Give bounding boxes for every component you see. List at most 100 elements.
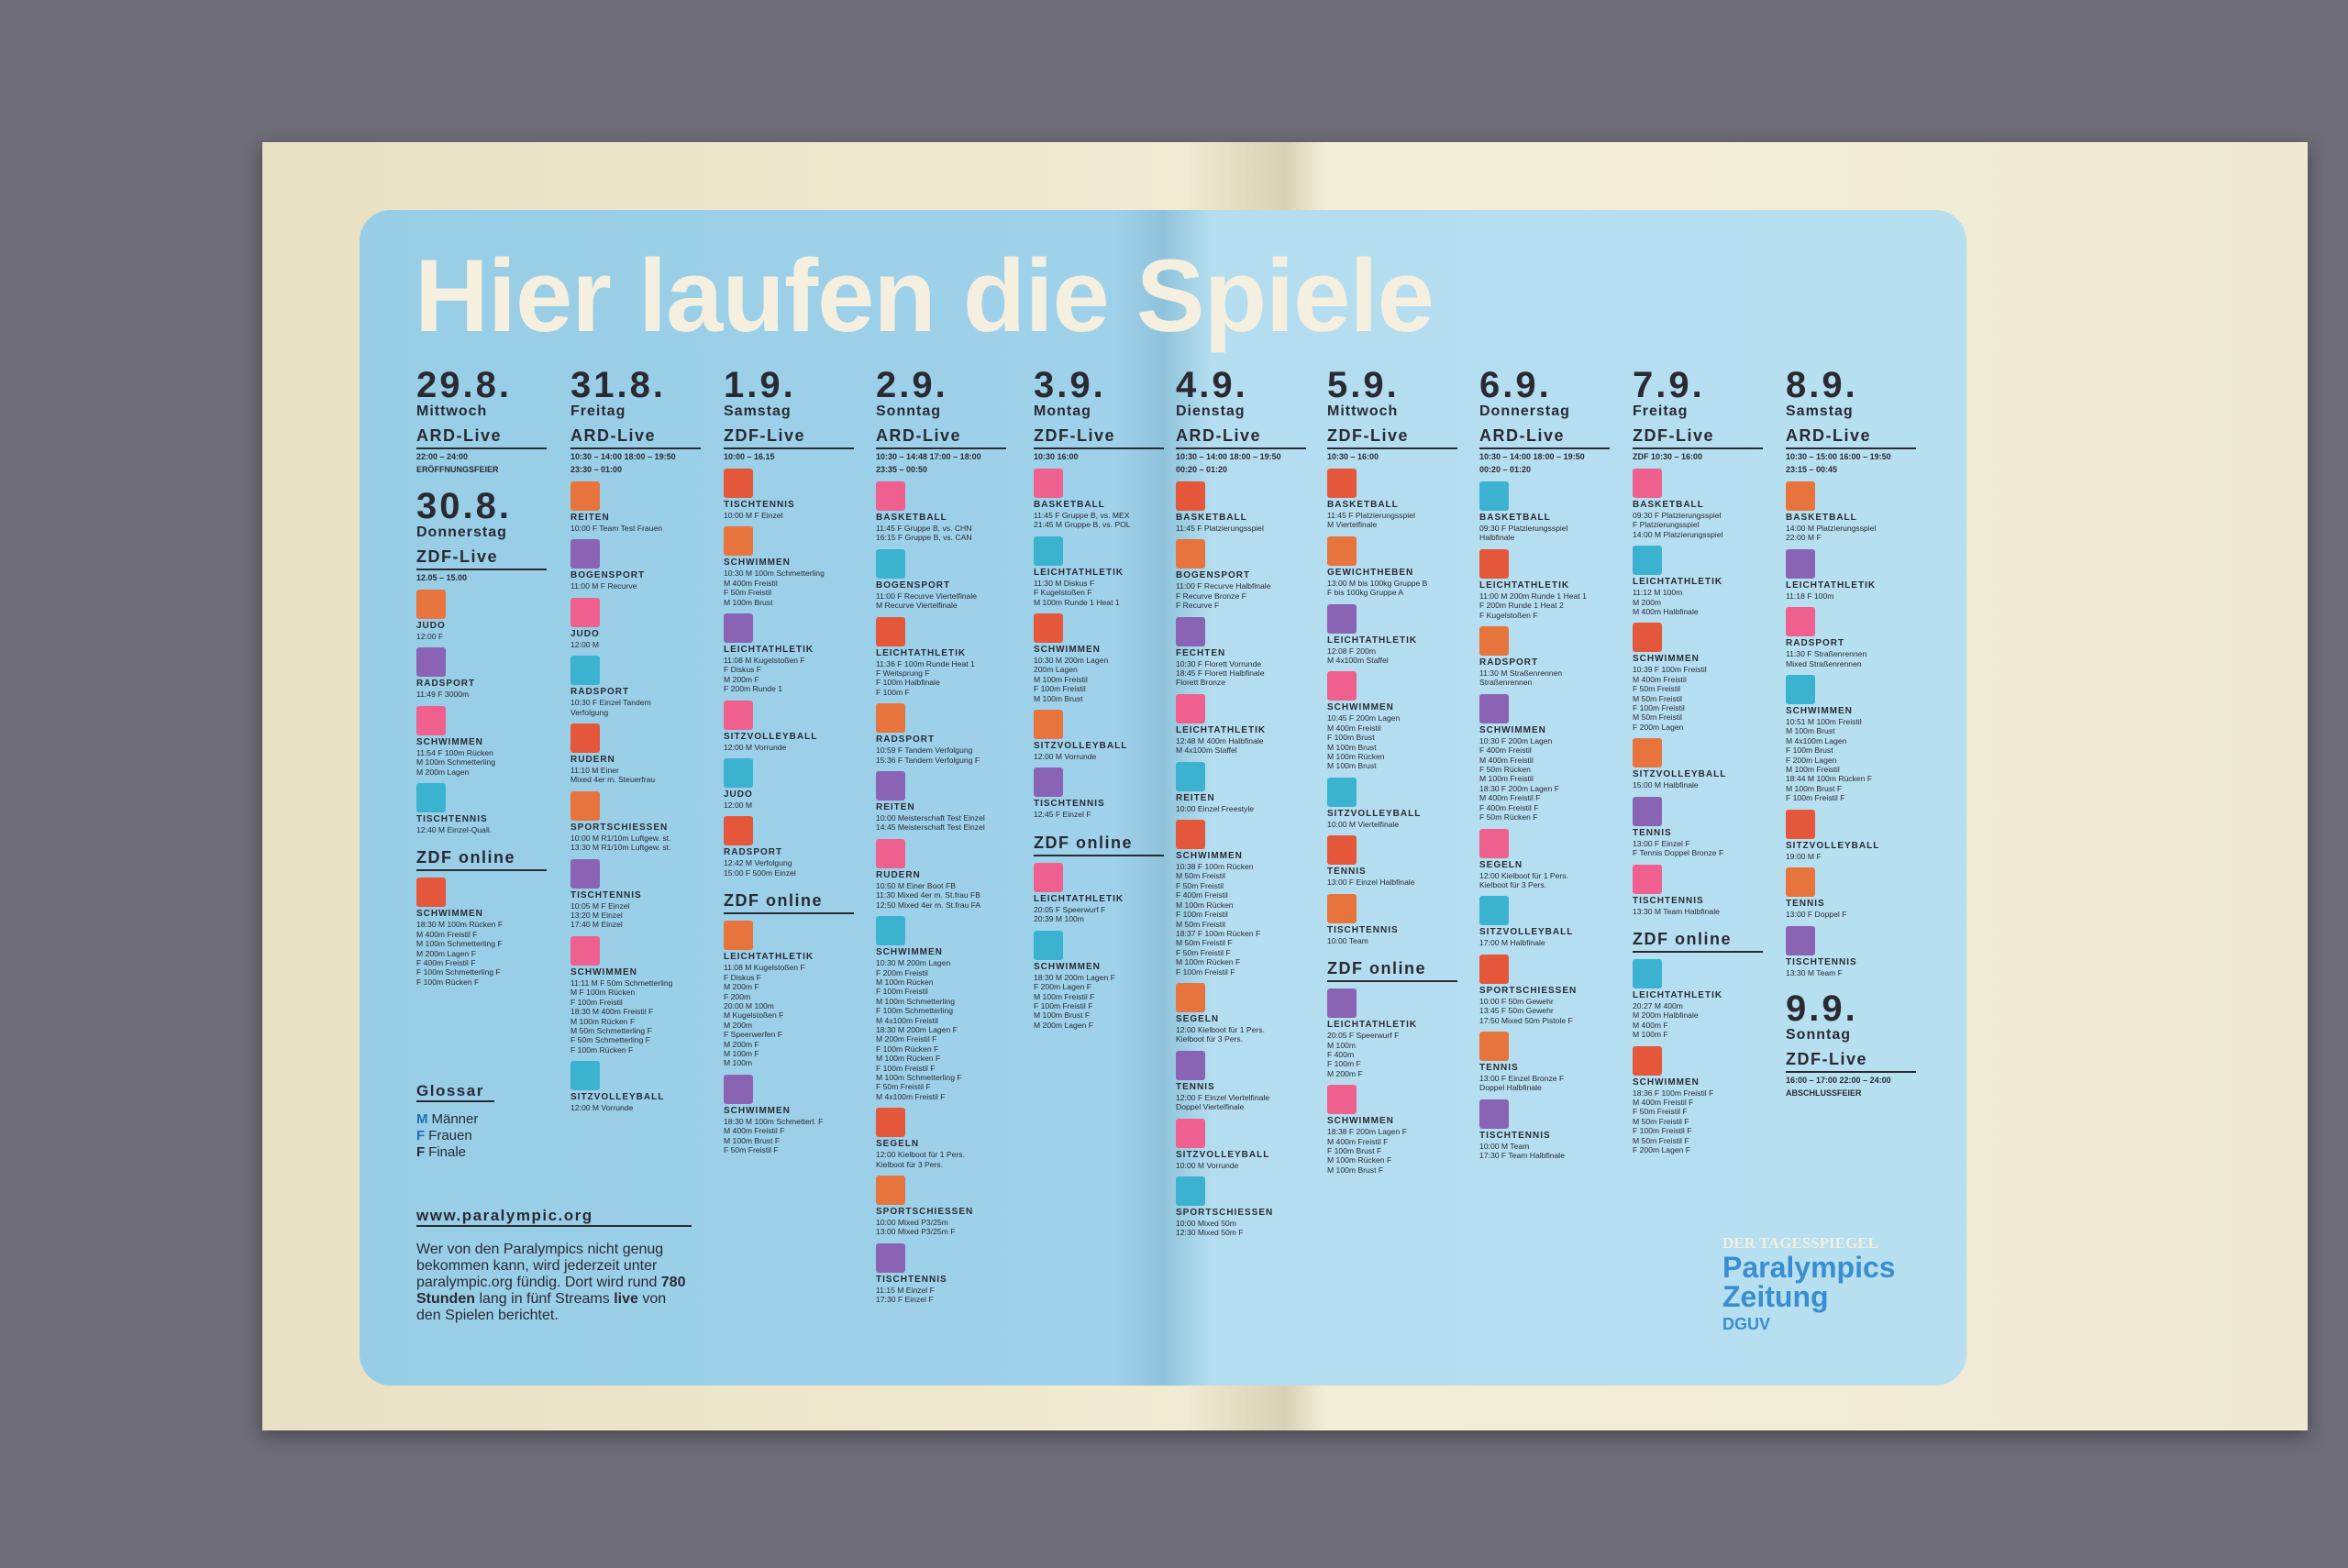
event-line: M 4x100m Freistil: [876, 1015, 938, 1025]
sport: TENNIS: [1327, 867, 1367, 878]
sport-icon: [416, 590, 446, 619]
sport-icon: [1327, 1085, 1357, 1115]
event-line: F 200m Lagen F: [1034, 982, 1092, 992]
event: SITZVOLLEYBALL 10:00 M Vorrunde: [1176, 1118, 1306, 1170]
sport: SCHWIMMEN: [1327, 702, 1394, 713]
sport: RADSPORT: [1479, 657, 1539, 668]
sport: LEICHTATHLETIK: [1479, 580, 1570, 591]
sport: LEICHTATHLETIK: [1633, 989, 1723, 1000]
event-line: 11:54 F 100m Rücken: [416, 747, 493, 757]
sport-icon: [570, 539, 600, 569]
event-line: 13:30 M Team Halbfinale: [1633, 906, 1720, 916]
day-group: 30.8. Donnerstag ZDF-Live 12.05 – 15.00 JUDO…: [416, 488, 547, 834]
event: SCHWIMMEN 10:30 F 200m Lagen F 400m Freist…: [1479, 693, 1610, 823]
event-line: F 50m Rücken F: [1479, 812, 1538, 823]
event: TENNIS 13:00 F Einzel Bronze F Doppel Halb…: [1479, 1031, 1610, 1093]
sport: SCHWIMMEN: [1176, 851, 1243, 862]
event-line: M 50m Schmetterling F: [570, 1025, 652, 1035]
sport: SITZVOLLEYBALL: [1034, 741, 1128, 752]
channel: ZDF online: [724, 890, 854, 915]
sport: TISCHTENNIS: [1034, 799, 1105, 810]
sport-icon: [1176, 1176, 1205, 1206]
sport: RUDERN: [570, 755, 615, 766]
event: RADSPORT 11:30 M Straßenrennen Straßenrenn…: [1479, 626, 1610, 688]
event-line: 11:30 M Diskus F: [1034, 578, 1095, 588]
event: TISCHTENNIS 10:00 M F Einzel: [724, 469, 854, 520]
event: LEICHTATHLETIK 20:05 F Speerwurf F 20:39 M…: [1034, 862, 1164, 924]
broadcast-time: 23:35 – 00:50: [876, 465, 928, 474]
event-line: 20:00 M 100m: [724, 1000, 774, 1010]
glossar-key: F: [416, 1128, 426, 1143]
sport: TISCHTENNIS: [1633, 895, 1704, 906]
sport: RUDERN: [876, 869, 921, 880]
event-line: 11:08 M Kugelstoßen F: [724, 963, 805, 973]
date: 8.9.: [1786, 365, 1858, 405]
sport-icon: [1034, 469, 1063, 498]
event-line: M 400m Freistil: [724, 578, 778, 588]
sport: SITZVOLLEYBALL: [570, 1092, 665, 1103]
glossar: Glossar M Männer F Frauen F Finale: [416, 1082, 494, 1161]
event-line: F 200m Lagen F: [1633, 1144, 1691, 1154]
sport: SITZVOLLEYBALL: [1176, 1149, 1270, 1160]
day-column: 7.9. Freitag ZDF-Live ZDF 10:30 – 16:00 BASK…: [1633, 367, 1763, 1167]
sport: JUDO: [416, 621, 446, 631]
event-line: M 100m Rücken: [1327, 752, 1385, 762]
event-line: Kielboot für 3 Pers.: [1176, 1034, 1244, 1044]
day-group: 1.9. Samstag ZDF-Live 10:00 – 16.15 TISCHTEN…: [724, 367, 854, 878]
event-line: 19:00 M F: [1786, 851, 1822, 861]
event-line: 11:15 M Einzel F: [876, 1285, 935, 1295]
event-line: F 100m F: [1327, 1059, 1361, 1069]
event-line: 20:39 M 100m: [1034, 914, 1084, 924]
day-group: 4.9. Dienstag ARD-Live 10:30 – 14:00 18:00 …: [1176, 367, 1306, 1238]
event-line: F 400m Freistil F: [416, 958, 476, 968]
event-line: 14:45 Meisterschaft Test Einzel: [876, 823, 985, 833]
event-line: M F 100m Rücken: [570, 988, 636, 998]
sport-icon: [1479, 896, 1509, 926]
event-line: Verfolgung: [570, 707, 609, 717]
event-line: 18:45 F Florett Halbfinale: [1176, 668, 1265, 679]
event-line: F 100m Brust: [1327, 733, 1375, 743]
event-line: M 100m: [724, 1058, 753, 1068]
event-line: F 100m Rücken F: [416, 977, 480, 987]
event-line: 13:00 F Einzel Halbfinale: [1327, 878, 1415, 888]
sport-icon: [570, 656, 600, 686]
sport-icon: [724, 700, 753, 730]
sport: TENNIS: [1176, 1081, 1215, 1092]
event: BASKETBALL 11:45 F Platzierungsspiel: [1176, 481, 1306, 533]
event-line: 10:38 F 100m Rücken: [1176, 862, 1254, 872]
sport-icon: [1786, 867, 1815, 898]
event-line: 13:20 M Einzel: [570, 911, 623, 921]
event-line: M 400m Freistil: [1327, 723, 1381, 733]
channel: ZDF online: [1633, 929, 1763, 953]
sport-icon: [1327, 988, 1357, 1019]
event-line: 12:00 Kielboot für 1 Pers.: [876, 1150, 965, 1160]
event-line: 21:45 M Gruppe B, vs. POL: [1034, 520, 1131, 530]
weekday: Freitag: [1633, 403, 1689, 419]
weekday: Freitag: [570, 403, 626, 419]
sport-icon: [570, 723, 600, 754]
event: BOGENSPORT 11:00 F Recurve Viertelfinale M…: [876, 548, 1006, 611]
event: RUDERN 10:50 M Einer Boot FB 11:30 Mixed 4…: [876, 838, 1006, 910]
date: 7.9.: [1633, 365, 1705, 405]
event-line: M 200m F: [724, 982, 759, 992]
sport-icon: [1633, 623, 1662, 653]
event: RUDERN 11:10 M Einer Mixed 4er m. Steuerfr…: [570, 723, 701, 785]
event-line: M 200m Lagen: [416, 767, 470, 777]
event-line: 12:00 F: [416, 632, 444, 641]
day-group: 29.8. Mittwoch ARD-Live 22:00 – 24:00 ERÖFFN…: [416, 367, 547, 475]
sport-icon: [1327, 536, 1357, 566]
sport: SPORTSCHIESSEN: [876, 1207, 974, 1217]
event: SITZVOLLEYBALL 12:00 M Vorrunde: [1034, 710, 1164, 761]
info-text: Wer von den Paralympics nicht genug beko…: [416, 1242, 692, 1324]
event-line: M 400m Freistil F: [416, 929, 478, 939]
event-line: 15:00 F 500m Einzel: [724, 867, 796, 878]
sport: BASKETBALL: [876, 513, 947, 523]
event-line: 11:10 M Einer: [570, 766, 619, 776]
broadcast-time: ERÖFFNUNGSFEIER: [416, 465, 499, 474]
day-group: ZDF online LEICHTATHLETIK 20:05 F Speerwur…: [1034, 833, 1164, 1030]
sport-icon: [1633, 796, 1662, 826]
event-line: M 400m Freistil: [1633, 674, 1687, 684]
